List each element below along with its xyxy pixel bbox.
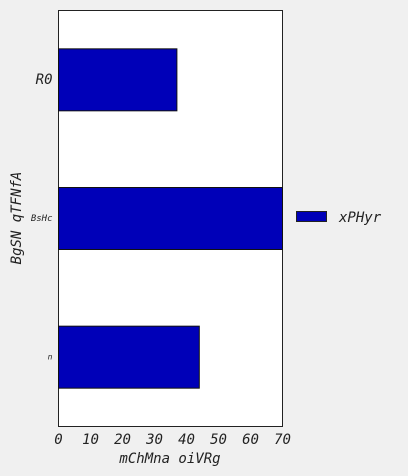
bar-n [58, 325, 200, 389]
x-tick-label: 70 [274, 432, 291, 448]
x-tick-label: 30 [145, 432, 163, 448]
y-tick-label: n [48, 353, 53, 362]
y-tick-labels: R0 BsHc n [31, 72, 53, 362]
x-tick-label: 40 [178, 432, 195, 448]
legend-swatch [296, 211, 327, 222]
x-tick-label: 0 [54, 432, 62, 448]
legend: xPHyr [296, 210, 382, 226]
x-tick-label: 50 [210, 432, 227, 448]
bar-bshc [58, 187, 283, 250]
x-tick-label: 10 [82, 432, 99, 448]
x-axis-title: mChMna oiVRg [118, 451, 220, 467]
y-tick-label: BsHc [31, 214, 53, 224]
y-tick-label: R0 [36, 72, 53, 88]
x-tick-label: 20 [114, 432, 131, 448]
x-tick-labels: 0 10 20 30 40 50 60 70 [54, 432, 291, 448]
bar-r0 [58, 48, 178, 112]
x-tick-label: 60 [242, 432, 259, 448]
y-axis-title: BgSN qTFNfA [9, 172, 25, 265]
bars-group [58, 48, 283, 389]
legend-label: xPHyr [338, 210, 382, 226]
